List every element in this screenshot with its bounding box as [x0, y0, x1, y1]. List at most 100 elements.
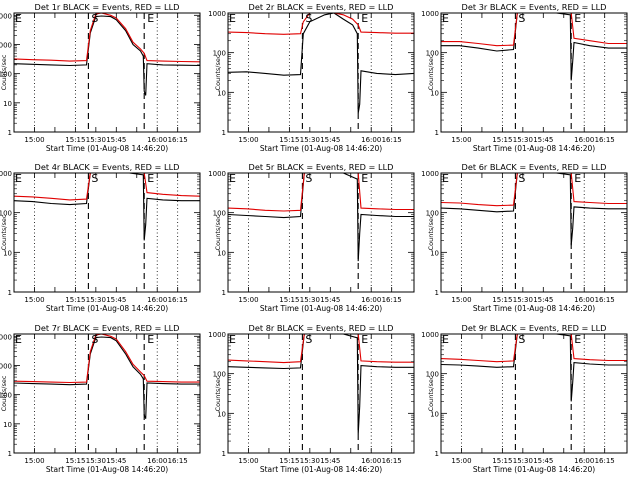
x-tick-label: 15:30 [513, 296, 533, 304]
x-tick-label: 16:15 [382, 457, 402, 465]
events-series-line [228, 173, 414, 262]
series-group [441, 334, 627, 402]
y-tick-label: 100 [213, 210, 226, 218]
panel-title: Det 1r BLACK = Events, RED = LLD [35, 2, 180, 12]
plot-frame [227, 12, 415, 133]
marker-label: E [147, 172, 154, 185]
y-axis-label: Counts/sec [214, 214, 222, 250]
plot-frame [440, 172, 628, 293]
x-axis-label: Start Time (01-Aug-08 14:46:20) [260, 465, 382, 474]
marker-label: E [361, 333, 368, 346]
x-tick-label: 15:00 [451, 457, 471, 465]
y-tick-label: 100 [0, 392, 12, 400]
y-axis-label: Counts/sec [0, 54, 8, 90]
marker-label: E [147, 333, 154, 346]
events-series-line [14, 173, 200, 241]
y-axis-label: Counts/sec [427, 54, 435, 90]
marker-label: S [305, 333, 312, 346]
x-tick-label: 15:45 [106, 457, 126, 465]
x-tick-label: 15:15 [279, 457, 299, 465]
series-group [228, 173, 414, 262]
marker-label: S [305, 172, 312, 185]
x-tick-label: 15:45 [533, 136, 553, 144]
marker-label: E [229, 12, 236, 25]
x-tick-label: 15:30 [513, 136, 533, 144]
y-tick-label: 10 [3, 249, 12, 257]
x-axis-label: Start Time (01-Aug-08 14:46:20) [46, 144, 168, 153]
marker-label: E [229, 172, 236, 185]
y-axis-label: Counts/sec [214, 54, 222, 90]
series-group [441, 173, 627, 246]
y-axis-label: Counts/sec [427, 214, 435, 250]
y-tick-label: 1 [8, 129, 12, 137]
x-tick-label: 15:00 [238, 296, 258, 304]
x-axis-label: Start Time (01-Aug-08 14:46:20) [473, 465, 595, 474]
x-tick-label: 16:15 [168, 457, 188, 465]
x-axis-label: Start Time (01-Aug-08 14:46:20) [260, 304, 382, 313]
marker-label: S [518, 172, 525, 185]
plot-frame [440, 12, 628, 133]
x-axis-label: Start Time (01-Aug-08 14:46:20) [473, 144, 595, 153]
plot-frame [227, 333, 415, 454]
x-tick-label: 15:15 [65, 136, 85, 144]
x-tick-label: 15:30 [86, 136, 106, 144]
panel-title: Det 3r BLACK = Events, RED = LLD [462, 2, 607, 12]
y-tick-label: 100 [0, 210, 12, 218]
y-tick-label: 1 [8, 450, 12, 458]
y-tick-label: 1000 [208, 331, 226, 339]
panel-title: Det 2r BLACK = Events, RED = LLD [249, 2, 394, 12]
x-tick-label: 15:00 [24, 136, 44, 144]
series-group [228, 334, 414, 435]
y-tick-label: 100 [426, 50, 439, 58]
x-tick-label: 15:15 [279, 136, 299, 144]
x-tick-label: 16:15 [382, 136, 402, 144]
x-tick-label: 15:15 [492, 136, 512, 144]
y-axis-label: Counts/sec [427, 375, 435, 411]
lld-series-line [441, 13, 627, 47]
y-tick-label: 10 [3, 100, 12, 108]
plot-frame [13, 12, 201, 133]
marker-label: E [361, 12, 368, 25]
y-tick-label: 1000 [208, 170, 226, 178]
x-tick-label: 16:00 [147, 296, 167, 304]
y-tick-label: 1000 [0, 41, 12, 49]
panel-title: Det 4r BLACK = Events, RED = LLD [35, 162, 180, 172]
events-series-line [441, 13, 627, 81]
marker-label: E [229, 333, 236, 346]
marker-label: E [574, 172, 581, 185]
x-tick-label: 15:30 [300, 457, 320, 465]
x-tick-label: 15:00 [24, 457, 44, 465]
x-tick-label: 15:00 [238, 136, 258, 144]
x-tick-label: 15:45 [320, 296, 340, 304]
y-axis-label: Counts/sec [0, 214, 8, 250]
events-series-line [441, 173, 627, 246]
x-tick-label: 15:00 [24, 296, 44, 304]
x-tick-label: 16:15 [595, 296, 615, 304]
x-tick-label: 15:15 [65, 296, 85, 304]
lld-series-line [14, 13, 200, 63]
x-tick-label: 16:15 [595, 457, 615, 465]
series-group [228, 13, 414, 114]
x-tick-label: 16:15 [382, 296, 402, 304]
x-tick-label: 15:30 [86, 457, 106, 465]
marker-label: S [91, 172, 98, 185]
x-tick-label: 16:00 [361, 136, 381, 144]
marker-label: S [91, 12, 98, 25]
marker-label: E [15, 172, 22, 185]
x-tick-label: 15:00 [451, 136, 471, 144]
y-tick-label: 1 [435, 129, 439, 137]
marker-label: E [442, 172, 449, 185]
marker-label: E [15, 333, 22, 346]
x-tick-label: 16:15 [595, 136, 615, 144]
y-tick-label: 10 [217, 249, 226, 257]
x-tick-label: 15:15 [279, 296, 299, 304]
y-tick-label: 1 [435, 450, 439, 458]
y-tick-label: 1 [435, 289, 439, 297]
